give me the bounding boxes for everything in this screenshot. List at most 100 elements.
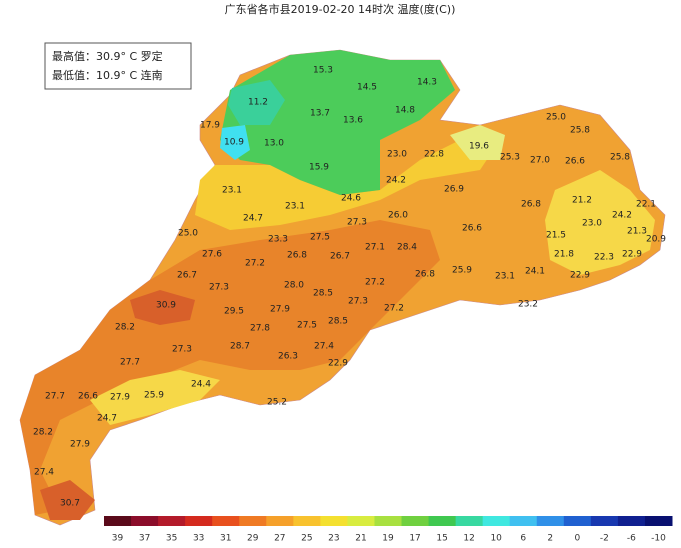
region-mild: [195, 135, 500, 230]
station-value: 30.9: [156, 301, 176, 311]
station-value: 21.2: [572, 196, 592, 206]
station-value: 19.6: [469, 142, 489, 152]
station-value: 23.1: [495, 272, 515, 282]
station-value: 13.0: [264, 139, 284, 149]
station-value: 25.9: [144, 391, 164, 401]
station-value: 26.6: [78, 392, 98, 402]
colorbar-band: [563, 516, 592, 526]
station-value: 22.3: [594, 253, 614, 263]
colorbar-band: [347, 516, 375, 526]
region-cool: [450, 125, 505, 160]
station-value: 27.5: [310, 233, 330, 243]
station-value: 21.8: [554, 250, 574, 260]
info-max: 最高值：30.9° C 罗定: [52, 49, 163, 63]
station-value: 27.9: [110, 393, 130, 403]
station-value: 27.0: [530, 156, 550, 166]
region-hot: [40, 480, 95, 520]
station-value: 26.8: [287, 251, 307, 261]
station-value: 25.0: [178, 229, 198, 239]
colorbar-label: 35: [166, 534, 177, 544]
station-value: 23.1: [285, 202, 305, 212]
station-value: 10.9: [224, 138, 244, 148]
station-value: 22.8: [424, 150, 444, 160]
station-value: 24.4: [191, 380, 211, 390]
colorbar-band: [482, 516, 511, 526]
colorbar-label: -2: [600, 534, 609, 544]
station-value: 27.4: [314, 342, 334, 352]
station-value: 28.0: [284, 281, 304, 291]
station-value: 27.6: [202, 250, 222, 260]
colorbar-label: 10: [490, 534, 502, 544]
station-value: 24.1: [525, 267, 545, 277]
station-value: 21.3: [627, 227, 647, 237]
station-value: 27.5: [297, 321, 317, 331]
colorbar-band: [185, 516, 213, 526]
station-value: 28.5: [313, 289, 333, 299]
station-value: 14.8: [395, 106, 415, 116]
station-value: 28.4: [397, 243, 417, 253]
region-coldest: [220, 125, 250, 160]
region-mild: [545, 170, 655, 275]
station-value: 25.8: [610, 153, 630, 163]
colorbar-label: 27: [274, 534, 285, 544]
station-value: 27.7: [45, 392, 65, 402]
info-box: [44, 42, 192, 90]
station-value: 27.8: [250, 324, 270, 334]
station-value: 25.8: [570, 126, 590, 136]
station-value: 26.3: [278, 352, 298, 362]
station-value: 28.2: [33, 428, 53, 438]
colorbar-band: [266, 516, 294, 526]
colorbar-band: [536, 516, 565, 526]
colorbar-label: 37: [139, 534, 150, 544]
colorbar-band: [401, 516, 430, 526]
station-value: 25.9: [452, 266, 472, 276]
colorbar-label: 31: [220, 534, 231, 544]
colorbar-label: 39: [112, 534, 124, 544]
station-value: 27.9: [70, 440, 90, 450]
station-value: 14.5: [357, 83, 377, 93]
colorbar-label: 19: [382, 534, 394, 544]
station-value: 27.1: [365, 243, 385, 253]
station-value: 24.6: [341, 194, 361, 204]
station-value: 27.2: [384, 304, 404, 314]
colorbar-band: [428, 516, 457, 526]
region-warm: [20, 220, 440, 515]
station-value: 30.7: [60, 499, 80, 509]
station-value: 26.8: [415, 270, 435, 280]
station-value: 13.7: [310, 109, 330, 119]
station-value: 29.5: [224, 307, 244, 317]
station-value: 25.0: [546, 113, 566, 123]
station-value: 24.7: [97, 414, 117, 424]
colorbar-band: [617, 516, 646, 526]
colorbar-band: [158, 516, 186, 526]
station-value: 27.4: [34, 468, 54, 478]
station-value: 15.3: [313, 66, 333, 76]
station-value: 28.2: [115, 323, 135, 333]
colorbar-band: [374, 516, 403, 526]
station-value: 13.6: [343, 116, 363, 126]
colorbar-band: [212, 516, 240, 526]
station-value: 27.3: [172, 345, 192, 355]
station-value: 23.3: [268, 235, 288, 245]
station-value: 25.2: [267, 398, 287, 408]
colorbar-label: 15: [436, 534, 447, 544]
colorbar-band: [239, 516, 267, 526]
region-hot: [130, 290, 195, 325]
station-value: 27.3: [347, 218, 367, 228]
station-value: 27.7: [120, 358, 140, 368]
colorbar-band: [644, 516, 673, 526]
station-value: 28.7: [230, 342, 250, 352]
region-cold: [220, 50, 455, 195]
station-value: 26.7: [330, 252, 350, 262]
colorbar-label: 17: [409, 534, 420, 544]
colorbar-label: 23: [328, 534, 339, 544]
colorbar-label: 25: [301, 534, 312, 544]
station-value: 22.9: [622, 250, 642, 260]
station-value: 23.1: [222, 186, 242, 196]
station-value: 24.2: [386, 176, 406, 186]
colorbar-label: -6: [627, 534, 636, 544]
station-value: 15.9: [309, 163, 329, 173]
colorbar-band: [320, 516, 348, 526]
colorbar-label: 33: [193, 534, 204, 544]
colorbar-band: [455, 516, 484, 526]
